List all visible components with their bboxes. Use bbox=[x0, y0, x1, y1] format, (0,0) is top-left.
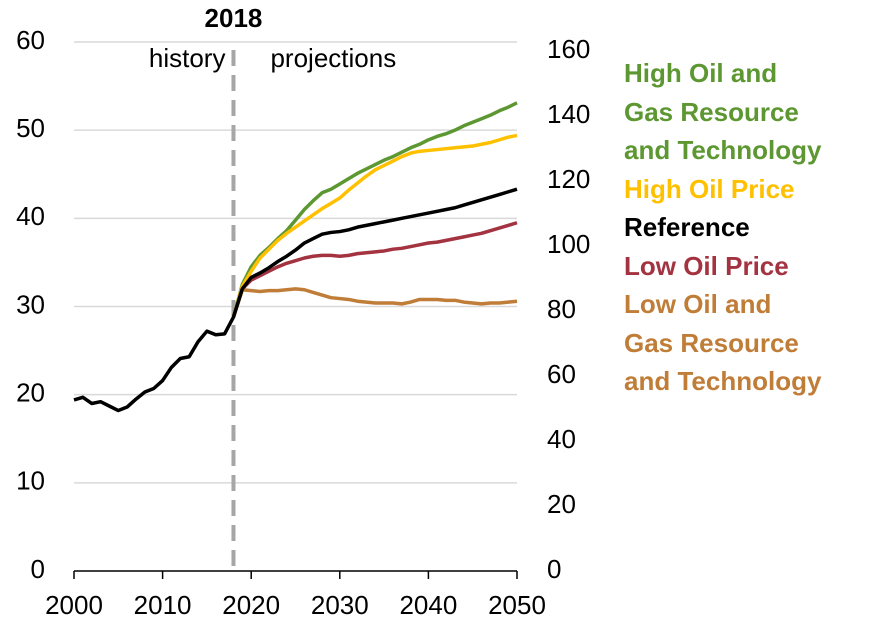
legend-entry: High Oil and Gas Resource and Technology bbox=[624, 58, 822, 165]
legend-entry: High Oil Price bbox=[624, 173, 795, 204]
y-tick-label: 30 bbox=[16, 289, 45, 319]
legend-entry: Reference bbox=[624, 212, 750, 242]
x-tick-label: 2020 bbox=[222, 590, 280, 620]
y2-tick-label: 20 bbox=[547, 489, 576, 519]
y-tick-label: 60 bbox=[16, 25, 45, 55]
y-tick-label: 20 bbox=[16, 378, 45, 408]
history-label: history bbox=[149, 43, 226, 73]
x-tick-label: 2050 bbox=[488, 590, 546, 620]
y2-tick-label: 120 bbox=[547, 164, 590, 194]
series-line bbox=[73, 187, 518, 413]
x-tick-label: 2040 bbox=[399, 590, 457, 620]
y-tick-label: 10 bbox=[16, 466, 45, 496]
legend-entry: Low Oil Price bbox=[624, 250, 789, 281]
y2-tick-label: 160 bbox=[547, 34, 590, 64]
x-tick-label: 2000 bbox=[45, 590, 103, 620]
legend: High Oil and Gas Resource and Technology… bbox=[624, 54, 821, 401]
y-tick-label: 0 bbox=[31, 554, 45, 584]
y2-tick-label: 100 bbox=[547, 229, 590, 259]
legend-entry: Low Oil and Gas Resource and Technology bbox=[624, 289, 822, 396]
series-line bbox=[231, 287, 518, 318]
series-line bbox=[231, 101, 518, 318]
y2-tick-label: 0 bbox=[547, 554, 561, 584]
projections-label: projections bbox=[270, 43, 396, 73]
y2-tick-label: 140 bbox=[547, 99, 590, 129]
y-tick-label: 40 bbox=[16, 201, 45, 231]
series-line bbox=[231, 221, 518, 318]
divider-label: 2018 bbox=[205, 3, 263, 33]
x-tick-label: 2030 bbox=[311, 590, 369, 620]
x-tick-label: 2010 bbox=[134, 590, 192, 620]
y-tick-label: 50 bbox=[16, 113, 45, 143]
series-line bbox=[231, 133, 518, 318]
y2-tick-label: 80 bbox=[547, 294, 576, 324]
y2-tick-label: 40 bbox=[547, 424, 576, 454]
y2-tick-label: 60 bbox=[547, 359, 576, 389]
